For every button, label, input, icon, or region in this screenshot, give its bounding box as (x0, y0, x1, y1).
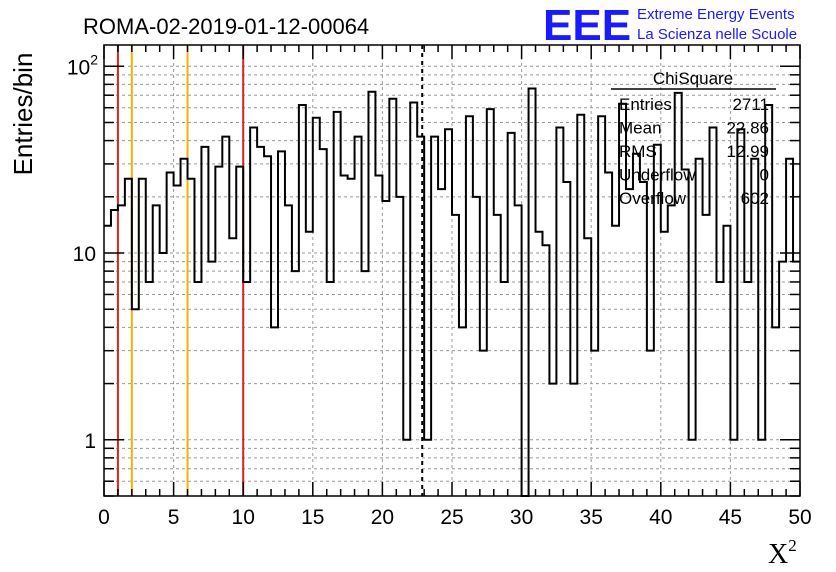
chart-title: ROMA-02-2019-01-12-00064 (83, 14, 369, 39)
x-axis-title: X2 (768, 536, 797, 570)
histogram (104, 87, 800, 497)
x-tick-label: 35 (580, 506, 603, 529)
stats-rows: Entries 2711 Mean 22.86 RMS 12.99 Underflow 0 Ov… (619, 95, 769, 208)
x-axis-superscript: 2 (788, 536, 797, 555)
y-tick-labels: 1 10 102 (67, 51, 98, 453)
stats-value: 0 (760, 166, 769, 185)
stats-box: ChiSquare Entries 2711 Mean 22.86 RMS 12.99 Un… (611, 69, 776, 208)
x-tick-label: 20 (371, 506, 394, 529)
stats-label: RMS (619, 142, 657, 161)
x-tick-label: 15 (301, 506, 324, 529)
axis-ticks (103, 45, 801, 497)
stats-value: 22.86 (726, 119, 769, 138)
x-axis-symbol: X (768, 539, 788, 570)
logo-line-1: Extreme Energy Events (637, 6, 795, 23)
x-tick-label: 40 (649, 506, 672, 529)
stats-label: Entries (619, 95, 672, 114)
eee-logo: EEE Extreme Energy Events La Scienza nel… (543, 1, 797, 50)
x-tick-label: 25 (440, 506, 463, 529)
x-tick-label: 50 (788, 506, 811, 529)
x-tick-label: 5 (168, 506, 180, 529)
stats-value: 12.99 (726, 142, 769, 161)
stats-label: Mean (619, 119, 662, 138)
y-tick-label: 1 (84, 430, 96, 453)
stats-label: Overflow (619, 189, 687, 208)
x-tick-label: 30 (510, 506, 533, 529)
logo-mark: EEE (543, 1, 631, 50)
stats-title: ChiSquare (653, 69, 733, 88)
y-axis-title: Entries/bin (8, 53, 38, 176)
stats-value: 2711 (732, 95, 769, 114)
y-tick-label: 102 (67, 51, 98, 79)
x-tick-label: 0 (98, 506, 110, 529)
stats-label: Underflow (619, 166, 696, 185)
logo-line-2: La Scienza nelle Scuole (637, 26, 797, 43)
x-tick-labels: 0 5 10 15 20 25 30 35 40 45 50 (98, 506, 812, 529)
x-tick-label: 10 (232, 506, 255, 529)
x-tick-label: 45 (719, 506, 742, 529)
histogram-outline (104, 87, 800, 497)
stats-value: 602 (741, 189, 769, 208)
y-tick-label: 10 (73, 243, 96, 266)
